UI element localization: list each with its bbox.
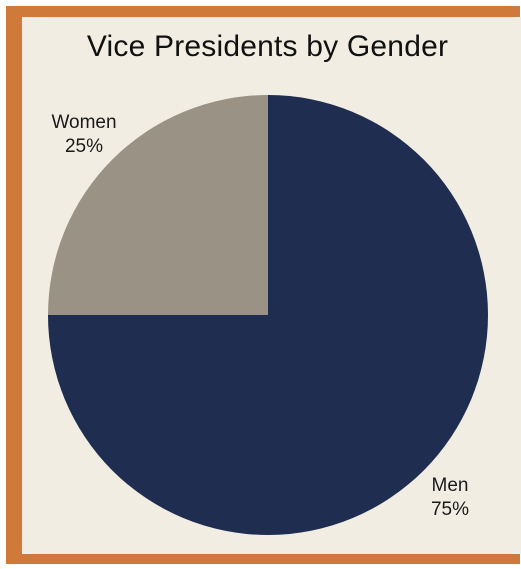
slice-value-label-men: 75% xyxy=(431,499,469,520)
slice-label-men: Men xyxy=(432,475,469,496)
slice-value-label-women: 25% xyxy=(65,136,103,157)
chart-title: Vice Presidents by Gender xyxy=(86,30,449,63)
pie-slice-women xyxy=(48,95,268,315)
slice-label-women: Women xyxy=(51,112,116,133)
